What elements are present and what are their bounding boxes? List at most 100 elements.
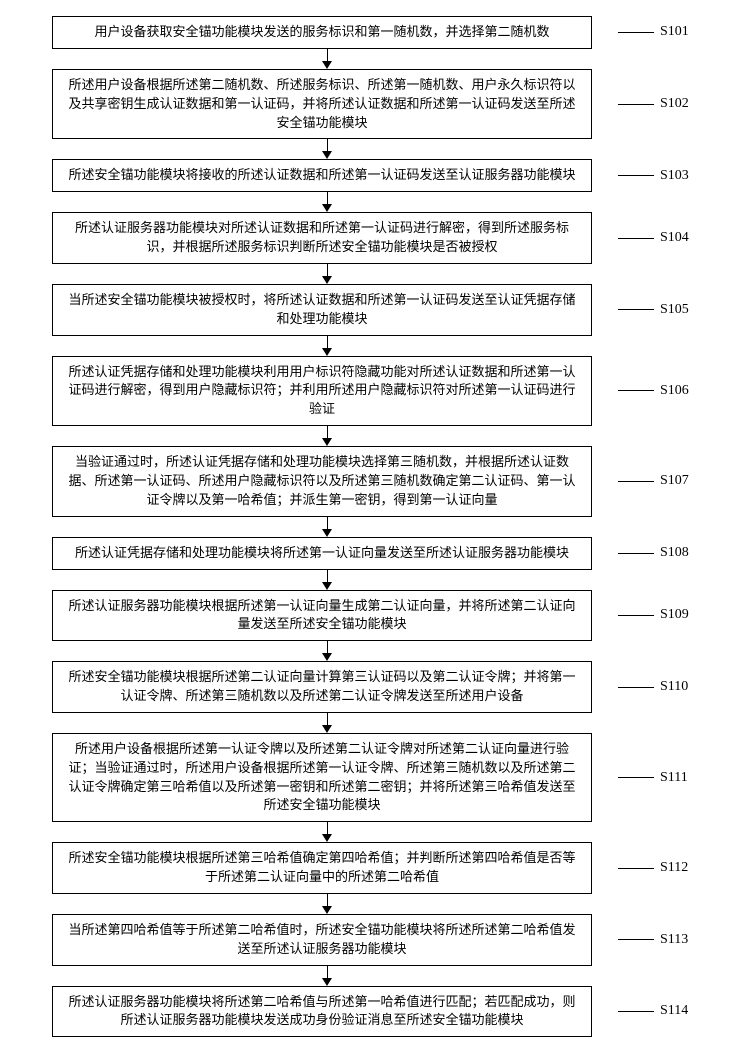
step-id-label: S110 (660, 679, 688, 695)
spacer (12, 426, 322, 446)
down-arrow-icon (322, 426, 332, 446)
arrow-shaft (327, 336, 328, 348)
flow-step-row: 当所述第四哈希值等于所述第二哈希值时，所述安全锚功能模块将所述所述第二哈希值发送… (12, 914, 723, 966)
flow-step-box: 当所述第四哈希值等于所述第二哈希值时，所述安全锚功能模块将所述所述第二哈希值发送… (52, 914, 592, 966)
step-id-label: S107 (660, 473, 689, 489)
step-id-label: S109 (660, 607, 689, 623)
arrow-shaft (327, 966, 328, 978)
arrow-row (12, 517, 723, 537)
flowchart-root: 用户设备获取安全锚功能模块发送的服务标识和第一随机数，并选择第二随机数 S101 所… (12, 16, 723, 1037)
step-id-label: S102 (660, 96, 689, 112)
arrow-head (322, 438, 332, 446)
arrow-head (322, 276, 332, 284)
arrow-row (12, 139, 723, 159)
arrow-row (12, 336, 723, 356)
down-arrow-icon (322, 49, 332, 69)
down-arrow-icon (322, 517, 332, 537)
flow-step-box: 所述认证凭据存储和处理功能模块利用用户标识符隐藏功能对所述认证数据和所述第一认证… (52, 356, 592, 427)
flow-step-row: 用户设备获取安全锚功能模块发送的服务标识和第一随机数，并选择第二随机数 S101 (12, 16, 723, 49)
connector-line (618, 32, 654, 33)
spacer (12, 570, 322, 590)
arrow-shaft (327, 713, 328, 725)
step-id-label: S106 (660, 383, 689, 399)
step-id-label: S114 (660, 1003, 688, 1019)
step-id-label: S101 (660, 24, 689, 40)
spacer (12, 641, 322, 661)
flow-step-row: 所述认证凭据存储和处理功能模块利用用户标识符隐藏功能对所述认证数据和所述第一认证… (12, 356, 723, 427)
flow-step-row: 所述认证凭据存储和处理功能模块将所述第一认证向量发送至所述认证服务器功能模块S1… (12, 537, 723, 570)
spacer (12, 192, 322, 212)
arrow-shaft (327, 139, 328, 151)
spacer (12, 966, 322, 986)
flow-step-row: 当所述安全锚功能模块被授权时，将所述认证数据和所述第一认证码发送至认证凭据存储和… (12, 284, 723, 336)
down-arrow-icon (322, 713, 332, 733)
arrow-shaft (327, 264, 328, 276)
down-arrow-icon (322, 139, 332, 159)
connector-line (618, 1011, 654, 1012)
flow-step-box: 所述安全锚功能模块根据所述第二认证向量计算第三认证码以及第二认证令牌；并将第一认… (52, 661, 592, 713)
connector-line (618, 615, 654, 616)
arrow-row (12, 570, 723, 590)
arrow-head (322, 204, 332, 212)
arrow-head (322, 834, 332, 842)
spacer (12, 49, 322, 69)
step-id-label: S112 (660, 860, 688, 876)
arrow-head (322, 582, 332, 590)
flow-step-box: 用户设备获取安全锚功能模块发送的服务标识和第一随机数，并选择第二随机数 (52, 16, 592, 49)
arrow-row (12, 641, 723, 661)
arrow-row (12, 49, 723, 69)
arrow-row (12, 822, 723, 842)
flow-step-box: 所述安全锚功能模块根据所述第三哈希值确定第四哈希值；并判断所述第四哈希值是否等于… (52, 842, 592, 894)
spacer (12, 822, 322, 842)
down-arrow-icon (322, 966, 332, 986)
flow-step-row: 所述认证服务器功能模块对所述认证数据和所述第一认证码进行解密，得到所述服务标识，… (12, 212, 723, 264)
spacer (12, 336, 322, 356)
down-arrow-icon (322, 336, 332, 356)
flow-step-box: 所述认证服务器功能模块对所述认证数据和所述第一认证码进行解密，得到所述服务标识，… (52, 212, 592, 264)
spacer (12, 517, 322, 537)
spacer (12, 139, 322, 159)
spacer (12, 713, 322, 733)
step-id-label: S104 (660, 230, 689, 246)
arrow-shaft (327, 517, 328, 529)
spacer (12, 264, 322, 284)
arrow-shaft (327, 426, 328, 438)
flow-step-row: 所述安全锚功能模块根据所述第二认证向量计算第三认证码以及第二认证令牌；并将第一认… (12, 661, 723, 713)
flow-step-row: 所述认证服务器功能模块根据所述第一认证向量生成第二认证向量，并将所述第二认证向量… (12, 590, 723, 642)
flow-step-box: 所述认证服务器功能模块根据所述第一认证向量生成第二认证向量，并将所述第二认证向量… (52, 590, 592, 642)
flow-step-row: 所述用户设备根据所述第一认证令牌以及所述第二认证令牌对所述第二认证向量进行验证；… (12, 733, 723, 822)
flow-step-box: 当所述安全锚功能模块被授权时，将所述认证数据和所述第一认证码发送至认证凭据存储和… (52, 284, 592, 336)
connector-line (618, 390, 654, 391)
arrow-head (322, 529, 332, 537)
flow-step-box: 所述认证服务器功能模块将所述第二哈希值与所述第一哈希值进行匹配；若匹配成功，则所… (52, 986, 592, 1038)
flow-step-box: 所述用户设备根据所述第一认证令牌以及所述第二认证令牌对所述第二认证向量进行验证；… (52, 733, 592, 822)
arrow-row (12, 192, 723, 212)
arrow-row (12, 264, 723, 284)
arrow-head (322, 348, 332, 356)
down-arrow-icon (322, 570, 332, 590)
down-arrow-icon (322, 894, 332, 914)
arrow-shaft (327, 570, 328, 582)
arrow-shaft (327, 894, 328, 906)
arrow-row (12, 966, 723, 986)
step-id-label: S111 (660, 770, 688, 786)
flow-step-row: 所述认证服务器功能模块将所述第二哈希值与所述第一哈希值进行匹配；若匹配成功，则所… (12, 986, 723, 1038)
flow-step-box: 所述安全锚功能模块将接收的所述认证数据和所述第一认证码发送至认证服务器功能模块 (52, 159, 592, 192)
arrow-shaft (327, 822, 328, 834)
arrow-head (322, 906, 332, 914)
connector-line (618, 309, 654, 310)
arrow-row (12, 426, 723, 446)
arrow-head (322, 653, 332, 661)
flow-step-box: 所述认证凭据存储和处理功能模块将所述第一认证向量发送至所述认证服务器功能模块 (52, 537, 592, 570)
flow-step-row: 所述安全锚功能模块根据所述第三哈希值确定第四哈希值；并判断所述第四哈希值是否等于… (12, 842, 723, 894)
arrow-row (12, 894, 723, 914)
arrow-row (12, 713, 723, 733)
connector-line (618, 104, 654, 105)
arrow-shaft (327, 641, 328, 653)
spacer (12, 894, 322, 914)
flow-step-row: 当验证通过时，所述认证凭据存储和处理功能模块选择第三随机数，并根据所述认证数据、… (12, 446, 723, 517)
down-arrow-icon (322, 264, 332, 284)
step-id-label: S103 (660, 168, 689, 184)
connector-line (618, 939, 654, 940)
arrow-head (322, 61, 332, 69)
